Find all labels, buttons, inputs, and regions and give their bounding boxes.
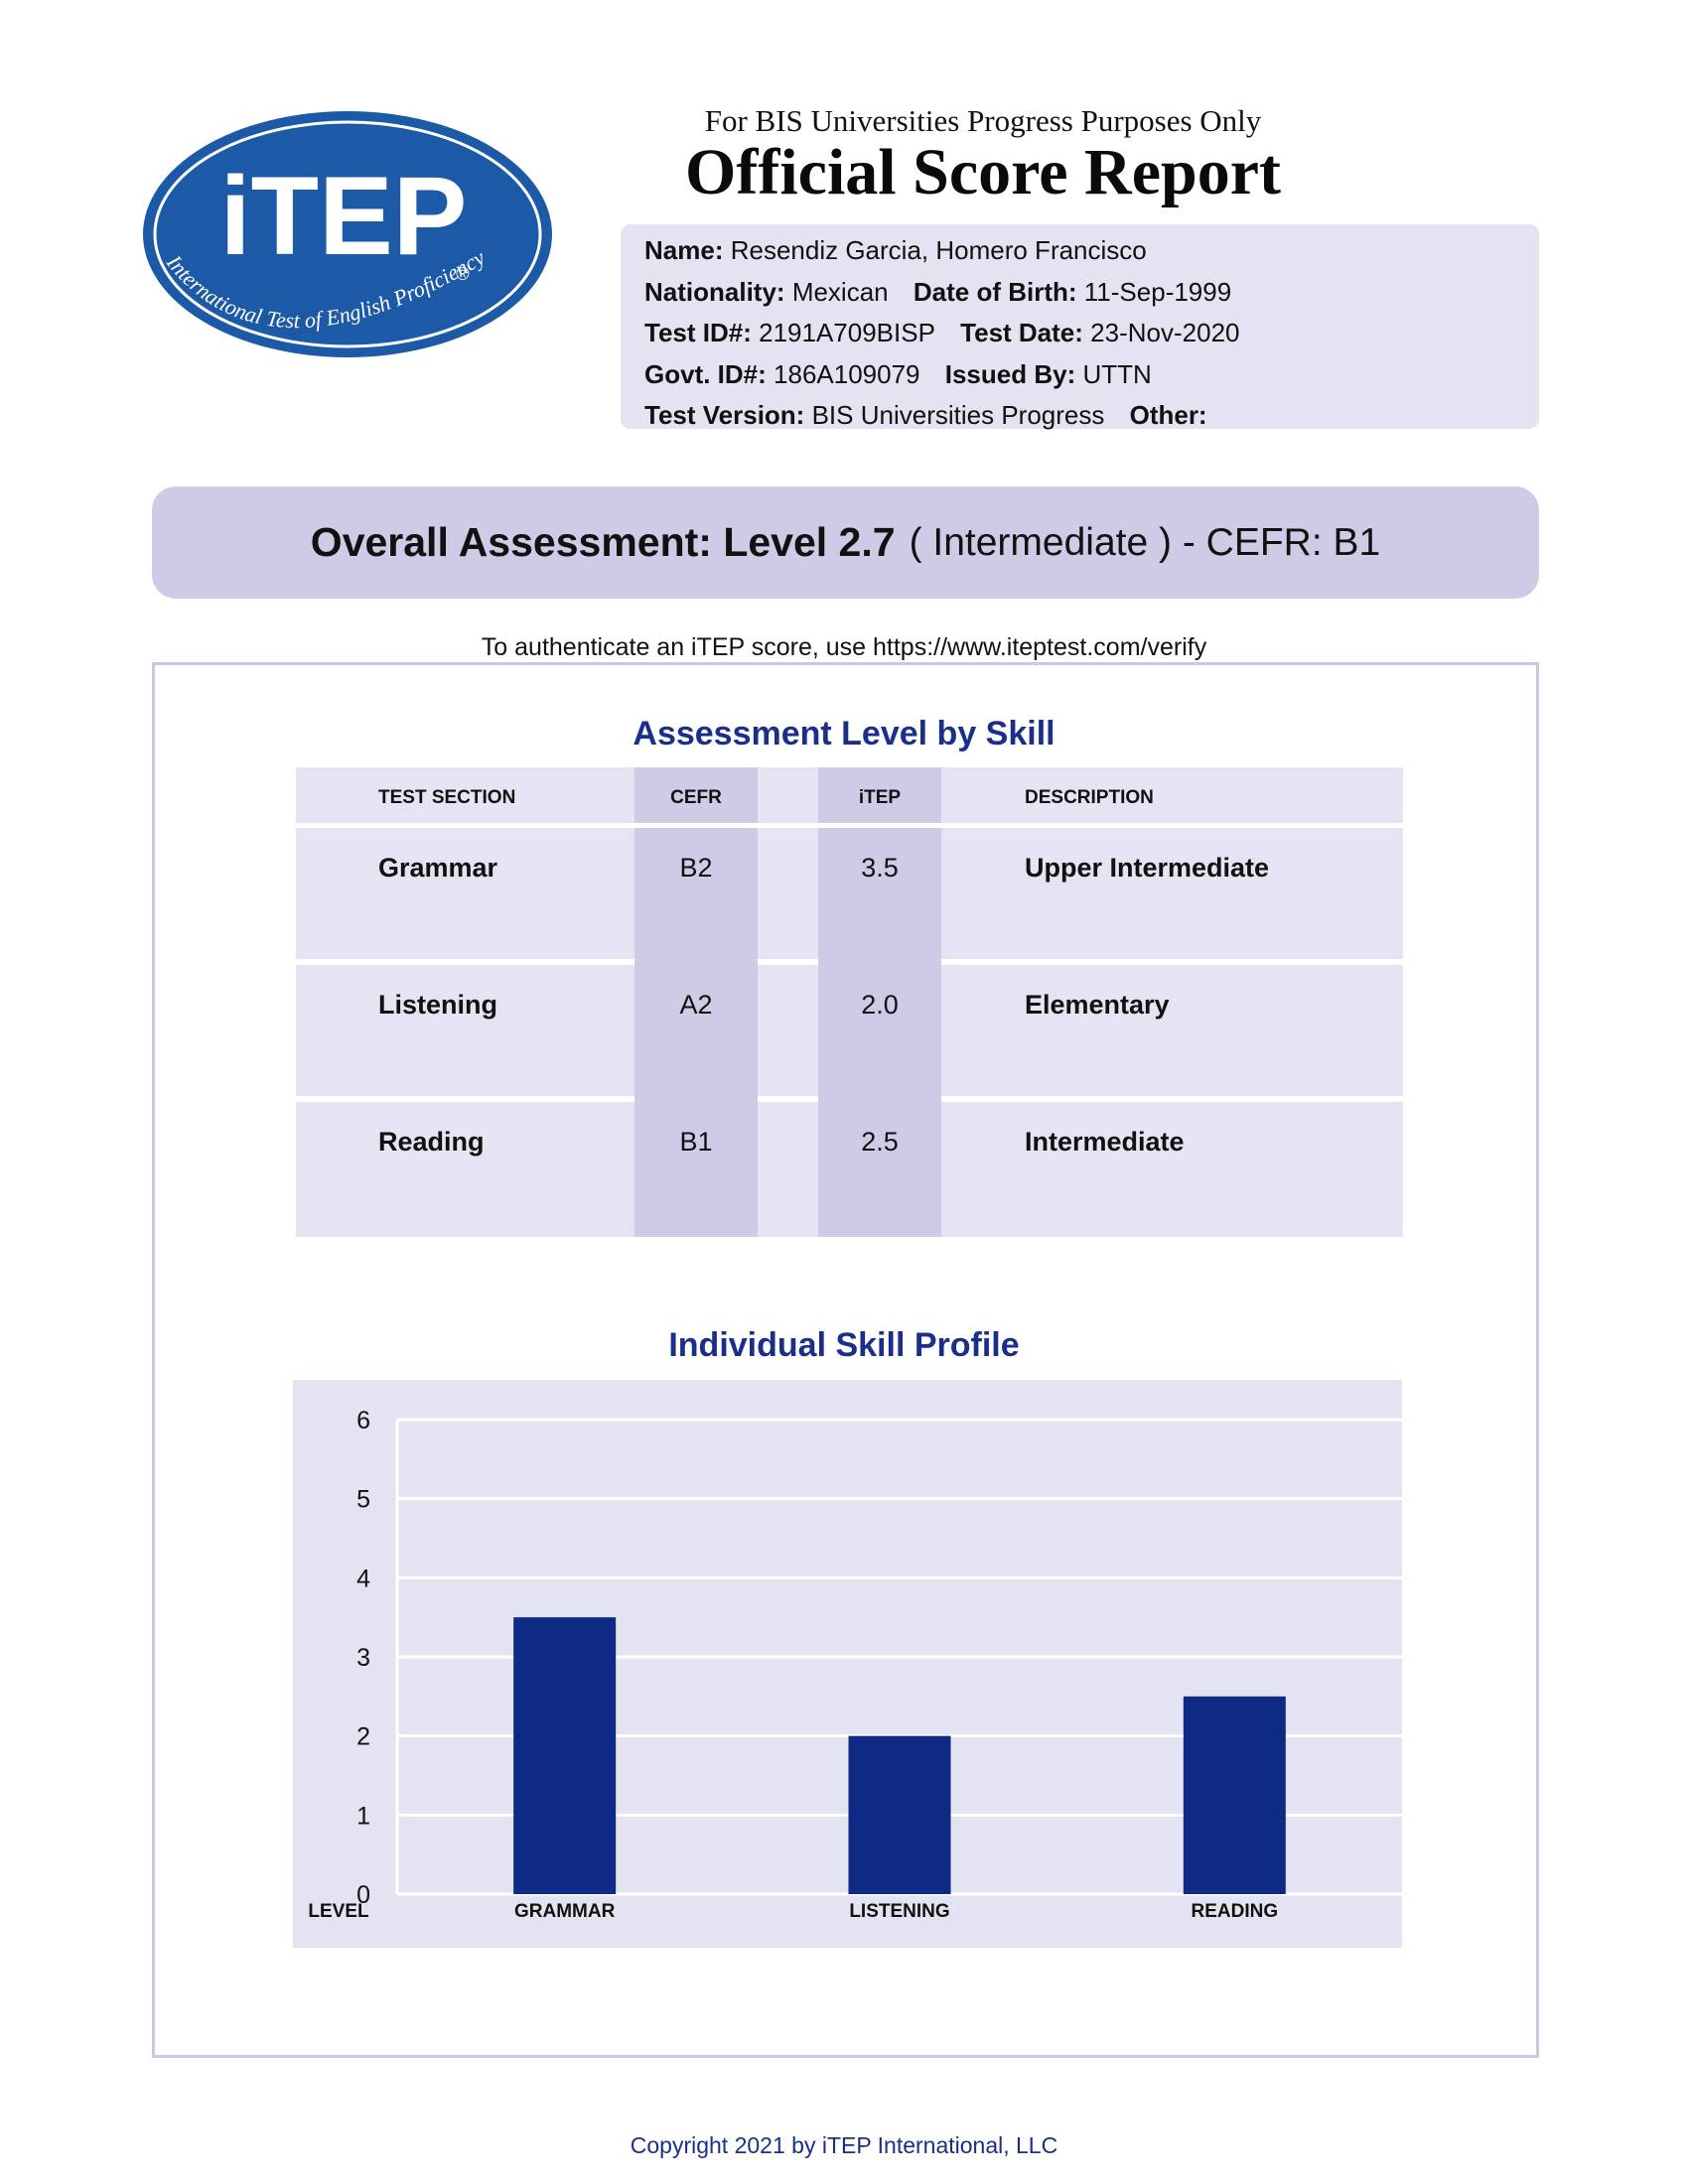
row-section: Reading	[378, 1127, 485, 1157]
itep-header-shade	[818, 767, 941, 823]
test-date-label: Test Date:	[960, 318, 1083, 347]
bar	[848, 1735, 951, 1894]
row-cefr: B2	[679, 853, 713, 883]
candidate-info-box: Name: Resendiz Garcia, Homero Francisco …	[621, 224, 1539, 430]
info-line-name: Name: Resendiz Garcia, Homero Francisco	[644, 230, 1515, 272]
cefr-column-shade	[634, 828, 758, 1237]
bar	[1183, 1696, 1286, 1894]
skills-table: TEST SECTION CEFR iTEP DESCRIPTION Gramm…	[296, 767, 1403, 1237]
y-tick-label: 0	[356, 1881, 370, 1909]
row-description: Elementary	[1025, 990, 1170, 1020]
cefr-header-shade	[634, 767, 758, 823]
y-tick-label: 1	[356, 1802, 370, 1830]
row-itep: 3.5	[861, 853, 899, 883]
x-category-label: LISTENING	[849, 1901, 949, 1922]
bar	[513, 1617, 617, 1894]
test-date: 23-Nov-2020	[1090, 318, 1240, 347]
row-itep: 2.5	[861, 1127, 899, 1157]
report-purpose: For BIS Universities Progress Purposes O…	[704, 103, 1262, 138]
row-section: Grammar	[378, 853, 498, 883]
candidate-dob: 11-Sep-1999	[1083, 276, 1232, 307]
row-section: Listening	[378, 990, 497, 1020]
row-cefr: A2	[679, 990, 713, 1020]
header-itep: iTEP	[858, 787, 902, 808]
header-description: DESCRIPTION	[1025, 787, 1154, 808]
nationality-label: Nationality:	[644, 276, 785, 307]
y-tick-label: 2	[356, 1723, 370, 1751]
logo-wordmark: iTEP	[220, 154, 468, 278]
govt-id-label: Govt. ID#:	[644, 358, 767, 389]
issued-by-label: Issued By:	[944, 358, 1076, 389]
y-axis-label: LEVEL	[308, 1901, 369, 1922]
info-line-test-id: Test ID#: 2191A709BISP Test Date: 23-Nov…	[644, 313, 1515, 354]
candidate-name: Resendiz Garcia, Homero Francisco	[730, 235, 1147, 265]
row-itep: 2.0	[861, 990, 899, 1020]
verify-note: To authenticate an iTEP score, use https…	[481, 633, 1207, 661]
row-description: Intermediate	[1025, 1127, 1185, 1157]
info-line-test-version: Test Version: BIS Universities Progress …	[644, 395, 1515, 437]
overall-description: ( Intermediate ) - CEFR: B1	[909, 520, 1381, 564]
results-frame	[152, 662, 1539, 2058]
govt-id: 186A109079	[774, 358, 920, 389]
skill-profile-chart: 0 1 2 3 4 5 6 LEVEL GRAMMAR LISTENING READING	[308, 1407, 1402, 1922]
info-line-govt-id: Govt. ID#: 186A109079 Issued By: UTTN	[644, 354, 1515, 396]
x-category-label: GRAMMAR	[514, 1901, 616, 1922]
test-version: BIS Universities Progress	[811, 400, 1105, 430]
row-cefr: B1	[679, 1127, 713, 1157]
skills-table-title: Assessment Level by Skill	[633, 715, 1055, 752]
row-description: Upper Intermediate	[1025, 853, 1270, 883]
test-id: 2191A709BISP	[759, 318, 935, 347]
dob-label: Date of Birth:	[913, 276, 1077, 307]
name-label: Name:	[644, 235, 724, 265]
chart-title: Individual Skill Profile	[668, 1326, 1020, 1364]
y-tick-label: 3	[356, 1644, 370, 1672]
info-line-nationality: Nationality: Mexican Date of Birth: 11-S…	[644, 272, 1515, 314]
header-test-section: TEST SECTION	[378, 787, 516, 808]
y-tick-label: 5	[356, 1486, 370, 1514]
x-category-label: READING	[1192, 1901, 1279, 1922]
y-tick-label: 6	[356, 1407, 370, 1434]
test-version-label: Test Version:	[644, 400, 805, 430]
copyright: Copyright 2021 by iTEP International, LL…	[630, 2132, 1058, 2158]
registered-mark: ®	[456, 264, 469, 284]
report-title: Official Score Report	[685, 136, 1281, 208]
header-cefr: CEFR	[670, 787, 722, 808]
overall-assessment-banner: Overall Assessment: Level 2.7 ( Intermed…	[152, 486, 1539, 599]
itep-logo: iTEP ® International Test of English Pro…	[143, 111, 552, 357]
issued-by: UTTN	[1082, 358, 1152, 389]
test-id-label: Test ID#:	[644, 318, 752, 347]
candidate-nationality: Mexican	[791, 276, 889, 307]
overall-level: Overall Assessment: Level 2.7	[310, 519, 896, 565]
y-tick-label: 4	[356, 1565, 370, 1592]
itep-column-shade	[818, 828, 941, 1237]
other-label: Other:	[1129, 400, 1207, 430]
